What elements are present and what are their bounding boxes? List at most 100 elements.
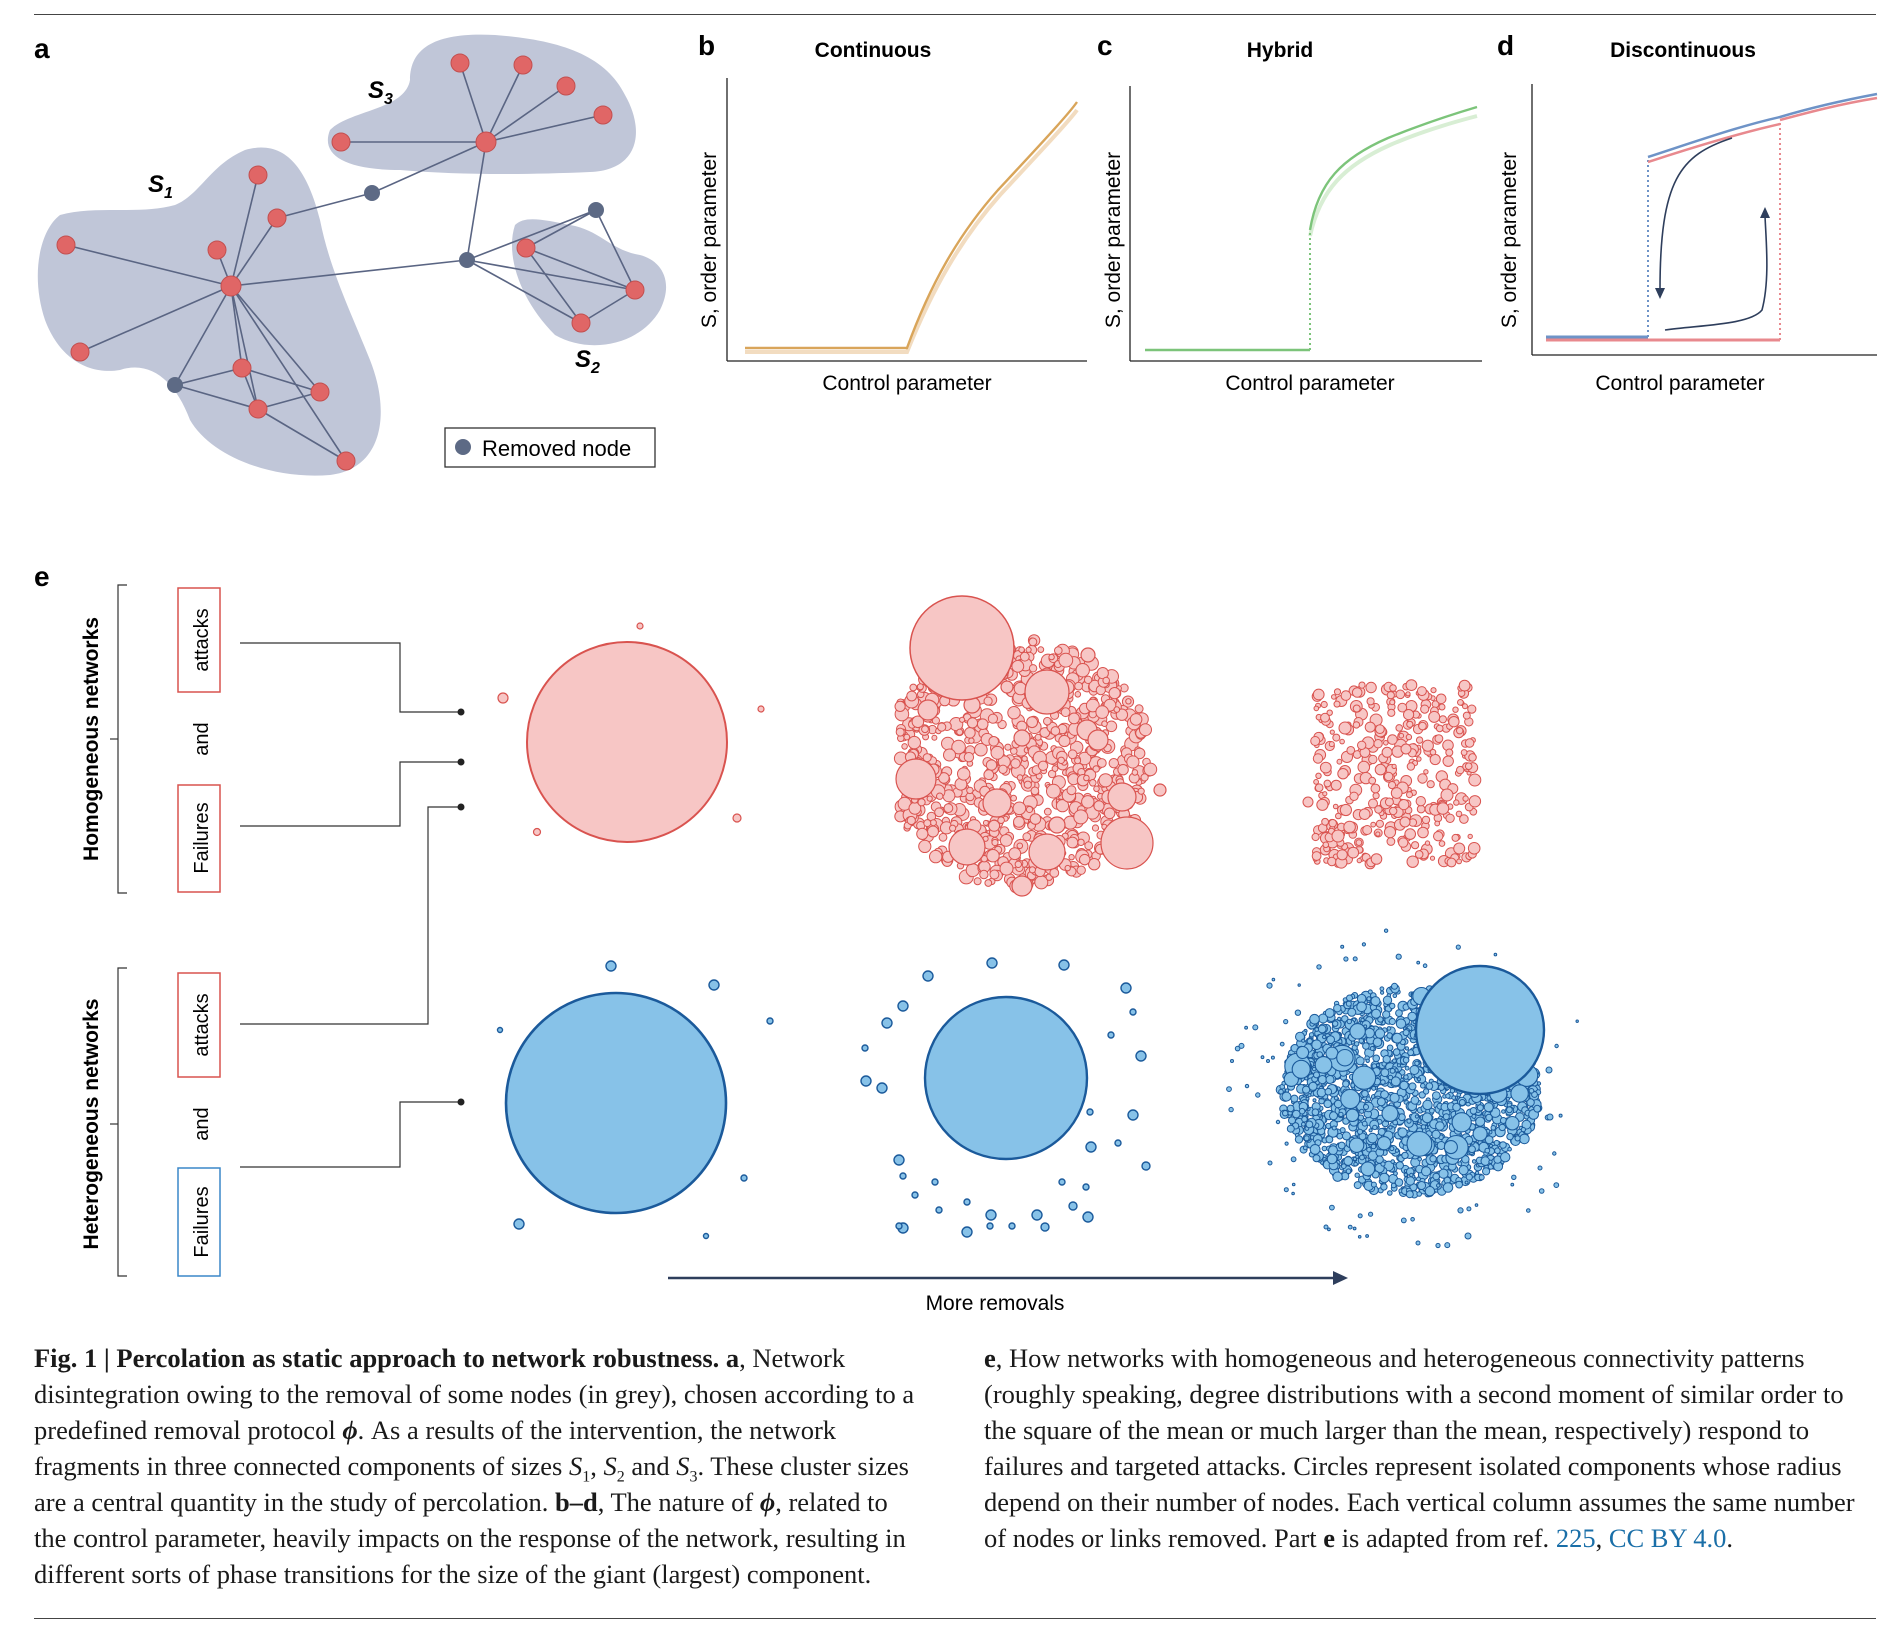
component-bubble bbox=[1506, 1106, 1513, 1114]
component-bubble bbox=[1444, 1242, 1451, 1249]
component-bubble bbox=[1376, 1136, 1392, 1151]
component-bubble bbox=[1092, 765, 1100, 773]
component-bubble bbox=[1325, 1075, 1335, 1084]
component-bubble bbox=[1354, 1041, 1360, 1047]
component-bubble bbox=[1312, 753, 1324, 764]
component-bubble bbox=[1238, 1042, 1245, 1049]
component-bubble bbox=[1533, 1104, 1542, 1113]
cluster-label-s2: S2 bbox=[575, 346, 600, 377]
component-bubble bbox=[1370, 1143, 1377, 1150]
component-bubble bbox=[1435, 724, 1444, 733]
caption-right: e, How networks with homogeneous and het… bbox=[984, 1340, 1874, 1556]
caption-s: S bbox=[568, 1451, 583, 1481]
component-bubble bbox=[893, 1154, 905, 1166]
component-bubble bbox=[1048, 816, 1066, 834]
component-bubble bbox=[1012, 801, 1027, 816]
component-bubble bbox=[1028, 664, 1038, 673]
component-bubble bbox=[1084, 841, 1094, 851]
component-bubble bbox=[1326, 709, 1333, 716]
component-bubble bbox=[1079, 853, 1091, 866]
component-bubble bbox=[1067, 749, 1078, 760]
component-bubble bbox=[1137, 787, 1145, 795]
component-bubble bbox=[1383, 740, 1389, 746]
component-bubble bbox=[1382, 995, 1393, 1005]
component-bubble bbox=[1425, 1082, 1434, 1090]
node-hub bbox=[475, 131, 497, 153]
component-bubble bbox=[1058, 734, 1071, 748]
component-bubble bbox=[963, 752, 975, 763]
component-bubble bbox=[1357, 1235, 1362, 1239]
component-bubble bbox=[1082, 1211, 1094, 1223]
component-bubble bbox=[1429, 1107, 1435, 1114]
component-bubble bbox=[1316, 798, 1329, 811]
component-bubble bbox=[1358, 681, 1366, 689]
component-bubble bbox=[1314, 783, 1324, 793]
caption-part-bd: b–d bbox=[554, 1487, 598, 1517]
component-bubble bbox=[1480, 1156, 1491, 1166]
component-bubble bbox=[1393, 1171, 1398, 1176]
component-bubble bbox=[1384, 797, 1394, 807]
component-bubble bbox=[1323, 1224, 1329, 1230]
component-bubble bbox=[922, 753, 932, 763]
component-bubble bbox=[1126, 755, 1140, 769]
component-bubble bbox=[1499, 1141, 1507, 1149]
component-bubble bbox=[1374, 763, 1387, 776]
top-rule bbox=[34, 14, 1876, 15]
component-bubble bbox=[1117, 764, 1129, 776]
more-removals-arrowhead bbox=[1333, 1271, 1348, 1285]
component-bubble bbox=[1370, 783, 1381, 794]
component-bubble bbox=[1386, 837, 1396, 846]
component-bubble bbox=[1405, 1176, 1416, 1186]
component-bubble bbox=[1377, 1016, 1384, 1023]
component-bubble bbox=[1528, 1088, 1535, 1094]
component-bubble bbox=[1370, 853, 1383, 865]
component-bubble bbox=[911, 715, 925, 729]
panel-c-title: Hybrid bbox=[1247, 39, 1314, 62]
component-bubble bbox=[1058, 1178, 1066, 1186]
component-bubble bbox=[1442, 1182, 1454, 1193]
component-bubble bbox=[1317, 1024, 1327, 1034]
component-bubble bbox=[1050, 726, 1061, 736]
component-bubble bbox=[1244, 1083, 1250, 1089]
bracket-heterogeneous bbox=[117, 967, 127, 1277]
component-bubble bbox=[1575, 1019, 1579, 1023]
component-bubble bbox=[983, 769, 995, 781]
component-bubble bbox=[957, 767, 971, 781]
caption-ref-link[interactable]: 225 bbox=[1555, 1523, 1596, 1553]
component-bubble bbox=[1342, 1080, 1350, 1088]
row-label-heterogeneous: Heterogeneous networks bbox=[80, 999, 103, 1250]
component-bubble bbox=[1307, 1093, 1312, 1098]
component-bubble bbox=[1396, 1063, 1402, 1068]
component-bubble bbox=[895, 758, 937, 800]
component-bubble bbox=[1416, 804, 1426, 814]
component-bubble bbox=[988, 736, 1000, 747]
box-homog-failures bbox=[177, 784, 221, 893]
node bbox=[516, 238, 536, 258]
component-bubble bbox=[1400, 1217, 1407, 1224]
node bbox=[571, 313, 591, 333]
component-bubble bbox=[1402, 1029, 1410, 1037]
component-bubble bbox=[1395, 724, 1403, 732]
component-bubble bbox=[1510, 1182, 1515, 1187]
component-bubble bbox=[1467, 833, 1473, 840]
caption-license-link[interactable]: CC BY 4.0 bbox=[1608, 1523, 1727, 1553]
component-bubble bbox=[1443, 1140, 1458, 1155]
component-bubble bbox=[1354, 1172, 1360, 1178]
component-bubble bbox=[876, 1082, 888, 1094]
component-bubble bbox=[1471, 1159, 1477, 1164]
component-bubble bbox=[1310, 736, 1321, 746]
component-bubble bbox=[1391, 763, 1397, 770]
component-bubble bbox=[899, 1172, 907, 1180]
component-bubble bbox=[1312, 1098, 1317, 1103]
component-bubble bbox=[1554, 1043, 1559, 1049]
row-label-homogeneous: Homogeneous networks bbox=[80, 617, 103, 861]
component-bubble bbox=[1353, 1181, 1362, 1190]
component-bubble bbox=[1372, 1054, 1380, 1063]
component-bubble bbox=[1375, 831, 1381, 837]
component-bubble bbox=[901, 743, 908, 750]
component-bubble bbox=[948, 828, 986, 866]
component-bubble bbox=[1416, 1191, 1422, 1197]
component-bubble bbox=[1370, 996, 1381, 1007]
component-bubble bbox=[1455, 810, 1463, 818]
component-bubble bbox=[949, 824, 957, 832]
